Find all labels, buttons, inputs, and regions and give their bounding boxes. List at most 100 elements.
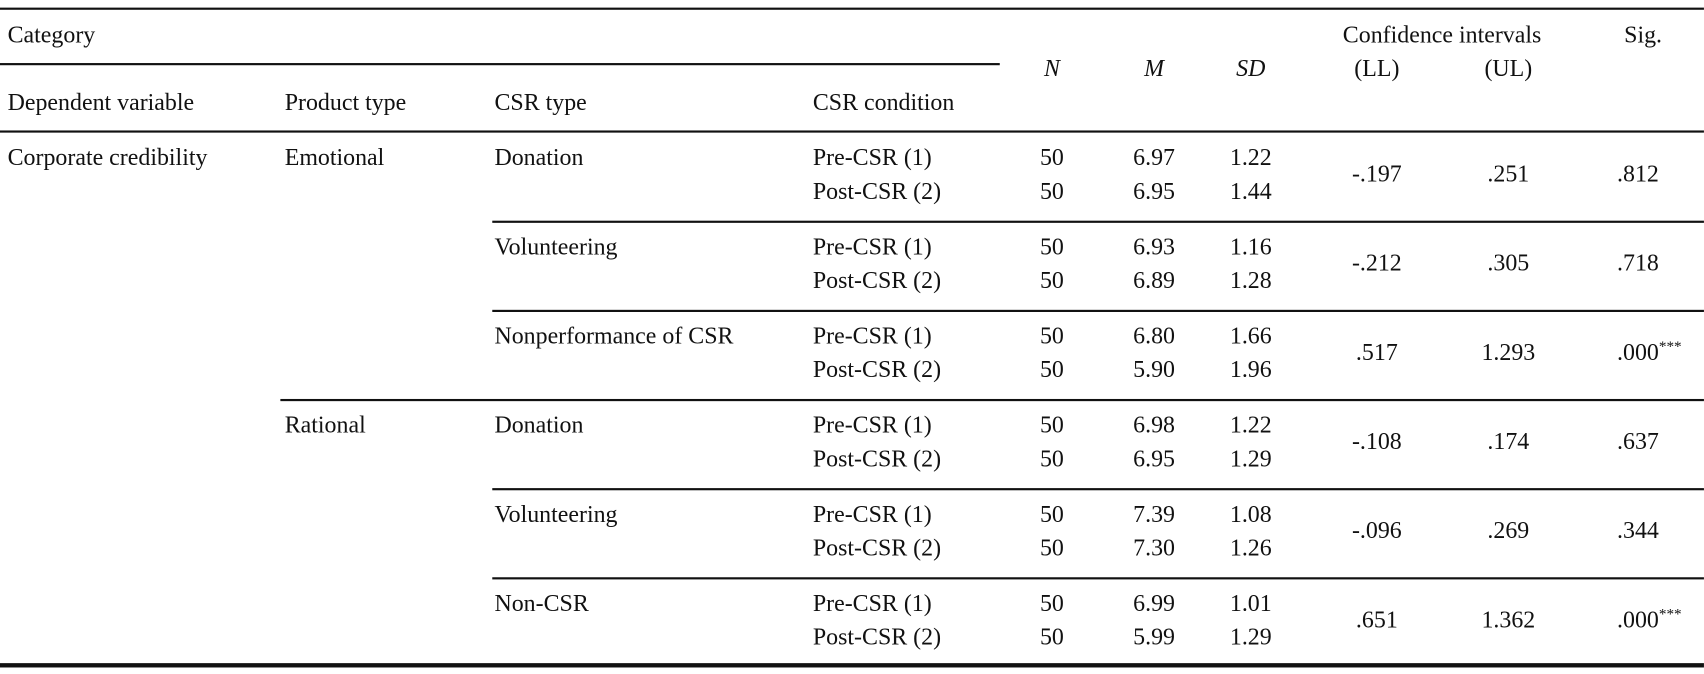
header-cell: Category	[7, 20, 96, 48]
cell: 1.362	[1481, 605, 1536, 633]
cell: Post-CSR (2)	[812, 355, 942, 383]
significance-mark: ***	[1658, 339, 1682, 356]
cell: .000***	[1617, 338, 1682, 366]
header-cell: M	[1144, 54, 1165, 82]
header-cell: (UL)	[1484, 54, 1533, 82]
cell: Pre-CSR (1)	[812, 589, 932, 617]
cell: Pre-CSR (1)	[812, 321, 932, 349]
cell: Post-CSR (2)	[812, 533, 942, 561]
cell: .812	[1617, 159, 1659, 187]
cell: Non-CSR	[494, 589, 589, 617]
top-rule	[0, 7, 1704, 10]
row-separator	[492, 488, 1704, 490]
header-rule	[0, 130, 1704, 133]
cell: 6.95	[1133, 177, 1175, 205]
cell: 6.93	[1133, 232, 1175, 260]
cell: Pre-CSR (1)	[812, 410, 932, 439]
cell: 6.98	[1133, 410, 1175, 439]
cell: 1.01	[1229, 589, 1272, 617]
cell: 1.66	[1229, 321, 1272, 349]
header-cell: Product type	[284, 88, 407, 116]
cell: 7.30	[1133, 533, 1175, 561]
cell: 1.16	[1229, 232, 1272, 260]
row-separator	[492, 220, 1704, 223]
row-separator	[492, 309, 1704, 312]
cell: 50	[1039, 355, 1064, 383]
cell: 50	[1039, 143, 1064, 171]
cell: 6.80	[1133, 321, 1175, 349]
cell: 50	[1039, 589, 1064, 617]
cell: 6.89	[1133, 266, 1175, 294]
cell: -.096	[1351, 516, 1402, 544]
cell: Corporate credibility	[7, 143, 208, 171]
header-cell: Dependent variable	[7, 88, 195, 116]
cell: .269	[1487, 516, 1530, 544]
cell: 50	[1039, 622, 1064, 651]
cell: 1.44	[1229, 177, 1272, 205]
cell: 6.99	[1133, 589, 1175, 617]
category-rule	[0, 63, 1000, 66]
cell: -.212	[1351, 248, 1402, 277]
cell: 50	[1039, 444, 1064, 472]
cell: .174	[1487, 427, 1530, 455]
header-cell: CSR type	[494, 88, 587, 116]
cell: 1.22	[1229, 410, 1272, 439]
cell: Pre-CSR (1)	[812, 500, 932, 528]
cell: -.197	[1351, 159, 1402, 187]
cell: 5.99	[1133, 622, 1175, 651]
cell: Post-CSR (2)	[812, 177, 942, 205]
cell: Pre-CSR (1)	[812, 143, 932, 171]
cell: Emotional	[284, 143, 385, 171]
header-cell: Sig.	[1624, 20, 1663, 48]
cell: Pre-CSR (1)	[812, 232, 932, 260]
cell: Rational	[284, 410, 366, 439]
cell: 50	[1039, 232, 1064, 260]
cell: 50	[1039, 410, 1064, 439]
cell: .000***	[1617, 605, 1682, 633]
cell: 5.90	[1133, 355, 1175, 383]
cell: 1.293	[1481, 338, 1536, 366]
row-separator	[492, 577, 1704, 579]
header-cell: Confidence intervals	[1342, 20, 1542, 48]
cell: .637	[1617, 427, 1659, 455]
cell: Post-CSR (2)	[812, 622, 942, 651]
cell: 1.96	[1229, 355, 1272, 383]
cell: .305	[1487, 248, 1530, 277]
header-cell: CSR condition	[812, 88, 955, 116]
cell: 7.39	[1133, 500, 1175, 528]
cell: 1.26	[1229, 533, 1272, 561]
cell: Post-CSR (2)	[812, 266, 942, 294]
cell: 6.97	[1133, 143, 1175, 171]
cell: 50	[1039, 177, 1064, 205]
cell: 1.29	[1229, 622, 1272, 651]
cell: 50	[1039, 266, 1064, 294]
bottom-rule	[0, 663, 1704, 668]
cell: .651	[1355, 605, 1398, 633]
cell: Donation	[494, 410, 584, 439]
cell: Donation	[494, 143, 584, 171]
row-separator	[280, 398, 1704, 401]
cell: Nonperformance of CSR	[494, 321, 734, 349]
cell: 1.22	[1229, 143, 1272, 171]
cell: 1.08	[1229, 500, 1272, 528]
header-cell: (LL)	[1354, 54, 1400, 82]
cell: 1.29	[1229, 444, 1272, 472]
cell: Volunteering	[494, 232, 618, 260]
header-cell: SD	[1236, 54, 1266, 82]
cell: 1.28	[1229, 266, 1272, 294]
header-cell: N	[1043, 54, 1060, 82]
cell: Volunteering	[494, 500, 618, 528]
cell: .517	[1355, 338, 1398, 366]
cell: .344	[1617, 516, 1659, 544]
cell: -.108	[1351, 427, 1402, 455]
cell: .251	[1487, 159, 1530, 187]
cell: 50	[1039, 321, 1064, 349]
cell: 50	[1039, 533, 1064, 561]
cell: .718	[1617, 248, 1659, 277]
significance-mark: ***	[1658, 606, 1682, 623]
cell: 6.95	[1133, 444, 1175, 472]
cell: 50	[1039, 500, 1064, 528]
cell: Post-CSR (2)	[812, 444, 942, 472]
